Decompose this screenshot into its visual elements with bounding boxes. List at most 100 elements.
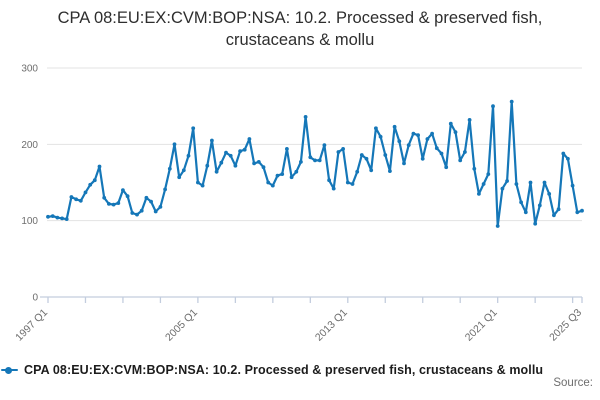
data-point (509, 99, 514, 104)
data-point (411, 131, 416, 136)
data-point (406, 143, 411, 148)
data-point (420, 156, 425, 161)
data-point (500, 186, 505, 191)
data-point (200, 183, 205, 188)
x-axis-tick-label: 1997 Q1 (13, 307, 50, 344)
data-point (50, 214, 55, 219)
data-point (149, 199, 154, 204)
data-point (270, 183, 275, 188)
y-axis-tick-label: 200 (21, 140, 38, 151)
data-point (345, 180, 350, 185)
data-point (359, 153, 364, 157)
series-line (46, 100, 584, 228)
data-point (425, 137, 430, 141)
data-point (537, 203, 542, 208)
data-point (228, 153, 233, 158)
data-point (575, 210, 580, 215)
data-point (158, 205, 163, 209)
data-point (327, 178, 331, 183)
data-point (60, 216, 64, 221)
data-point (107, 202, 111, 206)
data-point (317, 158, 322, 163)
data-point (331, 186, 336, 191)
data-point (505, 179, 509, 183)
data-point (491, 104, 495, 109)
chart-title: CPA 08:EU:EX:CVM:BOP:NSA: 10.2. Processe… (57, 9, 543, 49)
data-point (392, 124, 397, 129)
data-point (453, 130, 458, 135)
data-point (448, 121, 453, 126)
legend-dot-icon (5, 366, 12, 374)
data-point (313, 158, 317, 163)
data-point (519, 200, 523, 205)
data-point (242, 147, 247, 152)
data-point (177, 175, 182, 180)
data-point (83, 190, 88, 195)
data-point (556, 207, 561, 212)
legend-label: CPA 08:EU:EX:CVM:BOP:NSA: 10.2. Processe… (24, 363, 544, 377)
data-point (528, 180, 533, 185)
data-point (486, 172, 491, 177)
data-point (238, 149, 243, 154)
data-point (172, 142, 177, 147)
legend-line-marker (1, 366, 18, 374)
x-axis-tick-label: 2005 Q1 (163, 307, 200, 344)
data-point (303, 115, 308, 119)
data-point (64, 217, 69, 222)
data-point (416, 133, 420, 138)
data-point (256, 160, 261, 164)
data-point (167, 166, 172, 171)
x-axis-tick-label: 2025 Q3 (547, 307, 584, 344)
data-point (514, 182, 519, 186)
data-point (163, 187, 168, 192)
data-point (97, 164, 102, 169)
data-point (186, 153, 191, 158)
data-point (444, 165, 449, 170)
data-point (285, 147, 289, 151)
data-point (374, 126, 378, 131)
source-label: Source: (553, 377, 593, 389)
data-point (224, 150, 228, 155)
x-axis-tick-label: 2021 Q1 (463, 307, 500, 344)
data-point (308, 155, 313, 160)
data-point (580, 208, 584, 213)
data-point (561, 151, 566, 156)
data-point (369, 168, 374, 173)
data-point (547, 192, 552, 196)
data-point (523, 210, 528, 215)
data-point (130, 211, 135, 215)
data-point (467, 118, 472, 122)
data-point (533, 221, 538, 226)
data-point (125, 194, 130, 199)
data-point (289, 175, 294, 180)
data-point (181, 168, 186, 173)
data-point (378, 134, 383, 139)
data-point (458, 158, 463, 163)
data-point (275, 173, 280, 178)
data-point (364, 156, 369, 161)
data-point (402, 161, 406, 166)
legend: CPA 08:EU:EX:CVM:BOP:NSA: 10.2. Processe… (1, 362, 600, 378)
data-point (299, 160, 303, 164)
data-point (495, 224, 500, 228)
data-point (191, 126, 196, 131)
data-point (139, 208, 144, 213)
data-point (383, 153, 388, 157)
data-point (570, 183, 575, 188)
data-point (477, 192, 481, 196)
data-point (111, 202, 116, 207)
data-point (388, 169, 392, 174)
data-point (322, 143, 327, 148)
data-point (294, 169, 299, 174)
data-point (102, 195, 107, 200)
data-point (46, 214, 50, 219)
data-point (430, 131, 434, 136)
data-point (210, 138, 214, 143)
data-point (472, 166, 477, 171)
data-point (196, 180, 200, 185)
data-point (350, 182, 355, 186)
data-point (463, 150, 467, 154)
data-point (214, 169, 219, 174)
data-point (92, 178, 97, 183)
